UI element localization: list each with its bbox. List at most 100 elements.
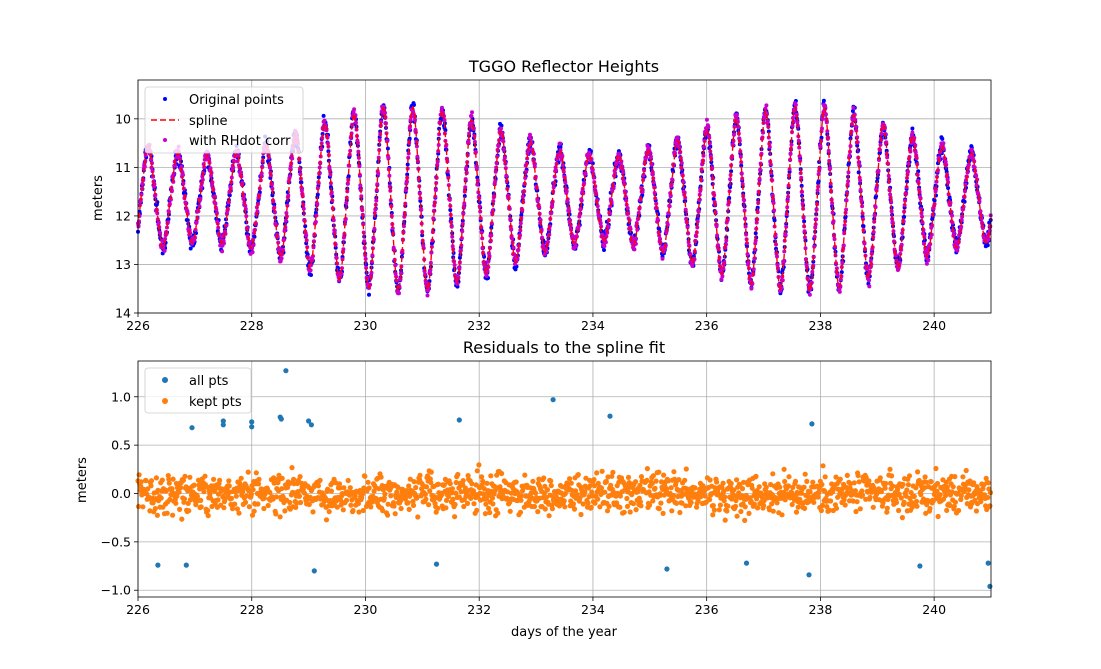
kept-pts-point [669,508,675,514]
kept-pts-point [585,500,591,506]
kept-pts-point [683,466,689,472]
kept-pts-point [347,485,353,491]
kept-pts-point [571,506,578,512]
kept-pts-point [287,499,293,506]
kept-pts-point [323,517,330,523]
rhdot-point [955,248,960,253]
kept-pts-point [859,488,865,494]
kept-pts-point [594,470,600,476]
kept-pts-point [656,506,662,512]
kept-pts-point [548,483,554,489]
kept-pts-point [782,478,788,485]
original-point [315,192,320,197]
kept-pts-point [568,480,574,486]
rhdot-point [484,273,489,278]
kept-pts-point [406,506,412,512]
kept-pts-point [644,466,651,472]
kept-pts-point [575,472,581,478]
kept-pts-point [854,499,860,505]
kept-pts-point [345,477,351,484]
kept-pts-point [633,507,639,513]
rhdot-point [924,261,929,266]
kept-pts-point [652,485,658,491]
kept-pts-point [452,501,458,508]
kept-pts-point [415,514,421,520]
original-point [304,241,309,246]
legend-rhdot-marker [163,138,167,142]
all-pts-point [220,422,226,428]
kept-pts-point [606,503,612,509]
kept-pts-point [815,494,821,500]
kept-pts-point [756,484,762,490]
all-pts-point [249,424,255,430]
original-point [261,155,266,160]
rhdot-point [837,289,842,294]
original-point [188,246,193,251]
kept-pts-point [317,477,323,483]
kept-pts-point [398,505,404,512]
all-pts-point [283,368,289,374]
kept-pts-point [159,477,165,483]
top-chart-title: TGGO Reflector Heights [468,57,659,76]
kept-pts-point [714,479,720,485]
kept-pts-point [164,510,170,516]
kept-pts-point [226,478,232,484]
kept-pts-point [198,497,204,503]
kept-pts-point [777,484,783,490]
kept-pts-point [807,489,813,495]
kept-pts-point [624,503,631,509]
kept-pts-point [482,510,488,517]
kept-pts-point [170,476,176,482]
kept-pts-point [844,472,850,478]
kept-pts-point [518,497,524,503]
original-point [346,174,351,179]
original-point [252,234,257,239]
kept-pts-point [233,493,239,499]
kept-pts-point [447,481,453,487]
kept-pts-point [732,503,739,509]
kept-pts-point [261,505,267,512]
kept-pts-point [464,500,471,506]
all-pts-point [987,583,993,590]
all-pts-point [917,563,923,569]
kept-pts-point [770,508,776,514]
top-x-tick-label: 240 [922,318,946,333]
all-pts-point [278,416,284,422]
kept-pts-point [426,502,432,508]
kept-pts-point [326,509,332,515]
kept-pts-point [738,508,744,515]
original-point [602,248,606,252]
rhdot-point [926,258,931,263]
rhdot-point [322,118,327,123]
kept-pts-point [677,509,683,516]
kept-pts-point [484,480,490,486]
kept-pts-point [282,508,288,514]
rhdot-point [573,244,578,249]
rhdot-point [558,141,562,146]
kept-pts-point [544,487,551,493]
all-pts-point [308,422,314,428]
kept-pts-point [739,486,746,492]
kept-pts-point [786,474,792,480]
kept-pts-point [711,507,718,513]
legend-spline-label: spline [189,114,228,129]
original-point [185,218,190,223]
kept-pts-point [449,486,455,492]
kept-pts-point [279,486,285,492]
kept-pts-point [368,504,374,510]
kept-pts-point [255,501,261,507]
kept-pts-point [598,485,605,491]
original-point [367,292,371,297]
kept-pts-point [624,495,630,502]
kept-pts-point [658,500,664,506]
original-point [405,162,410,167]
kept-pts-point [341,485,347,491]
rhdot-point [383,110,387,115]
kept-pts-point [328,488,334,494]
kept-pts-point [427,488,433,494]
kept-pts-point [802,471,808,477]
kept-pts-point [382,491,388,497]
original-point [226,203,231,208]
kept-pts-point [866,478,872,484]
